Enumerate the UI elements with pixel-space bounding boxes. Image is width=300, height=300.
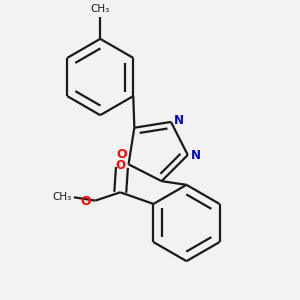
Text: N: N	[174, 114, 184, 128]
Text: O: O	[117, 148, 127, 161]
Text: N: N	[191, 149, 201, 162]
Text: O: O	[115, 160, 125, 172]
Text: CH₃: CH₃	[91, 4, 110, 14]
Text: CH₃: CH₃	[52, 192, 71, 202]
Text: O: O	[81, 195, 92, 208]
